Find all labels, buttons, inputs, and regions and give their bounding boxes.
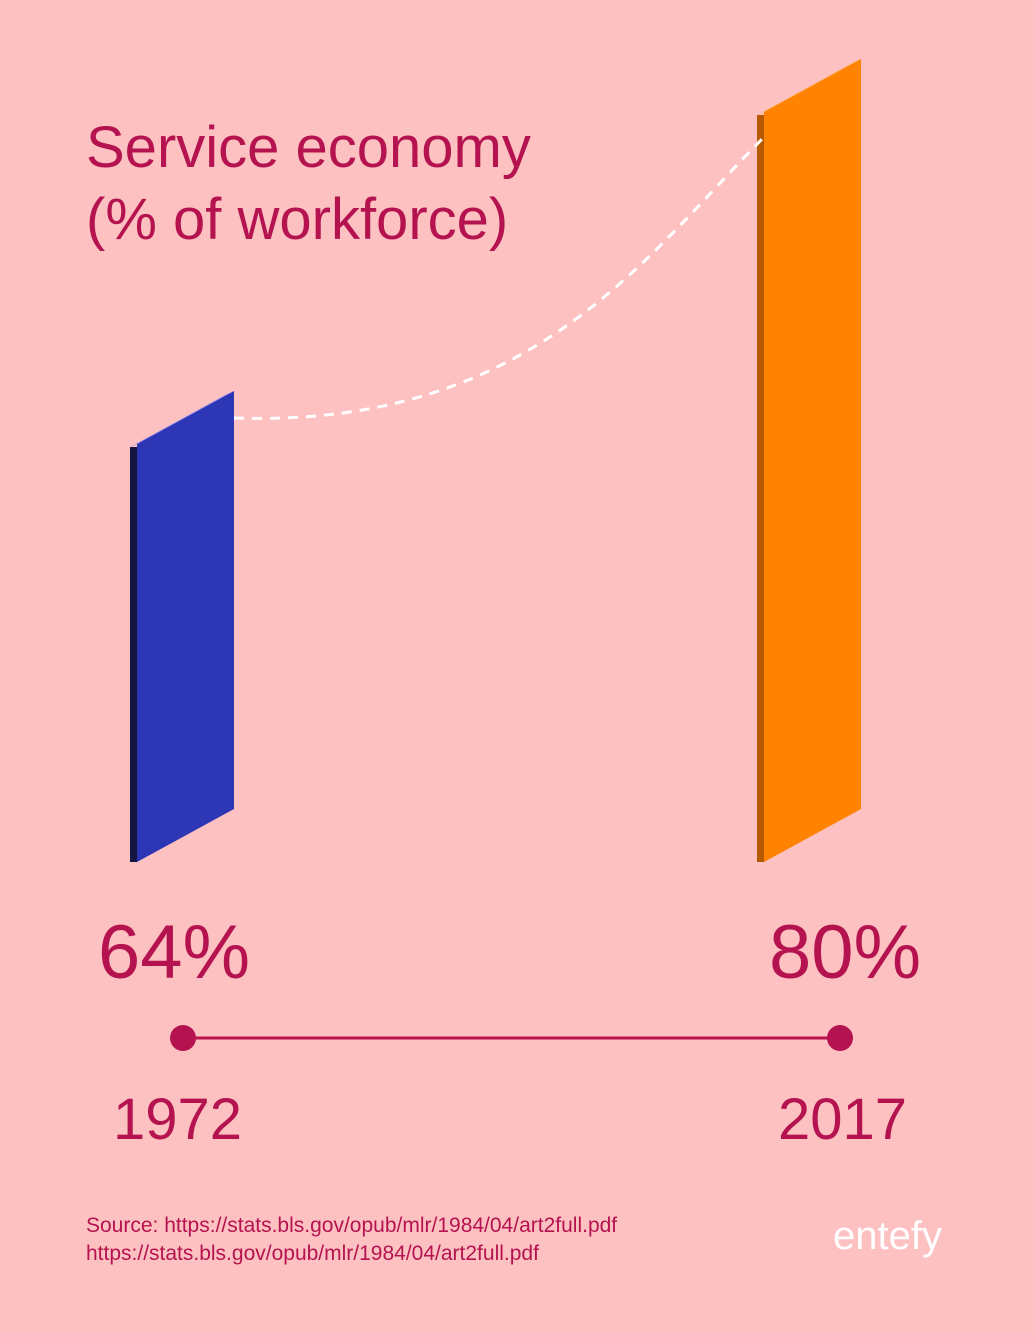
bar-edge-1972: [130, 447, 137, 862]
timeline-dot-start: [170, 1025, 196, 1051]
bar-top-1972: [130, 391, 234, 447]
chart-title-line-1: Service economy: [86, 115, 531, 180]
timeline: [170, 1025, 853, 1051]
connector-dashed-curve: [233, 132, 769, 420]
chart-title: Service economy (% of workforce): [86, 112, 531, 256]
brand-logo: entefy: [833, 1214, 942, 1258]
value-label-1972: 64%: [98, 910, 251, 995]
chart-title-line-2: (% of workforce): [86, 187, 509, 252]
bar-2017: [764, 59, 861, 862]
bar-edge-2017: [757, 115, 764, 862]
timeline-dot-end: [827, 1025, 853, 1051]
year-label-2017: 2017: [778, 1087, 908, 1152]
year-label-1972: 1972: [113, 1087, 243, 1152]
value-label-2017: 80%: [769, 910, 922, 995]
source-note: Source: https://stats.bls.gov/opub/mlr/1…: [86, 1212, 617, 1268]
source-line-1: Source: https://stats.bls.gov/opub/mlr/1…: [86, 1214, 618, 1237]
source-line-2: https://stats.bls.gov/opub/mlr/1984/04/a…: [86, 1242, 539, 1265]
bars-group: [130, 59, 861, 862]
bar-1972: [137, 391, 234, 862]
bar-top-2017: [757, 59, 861, 115]
